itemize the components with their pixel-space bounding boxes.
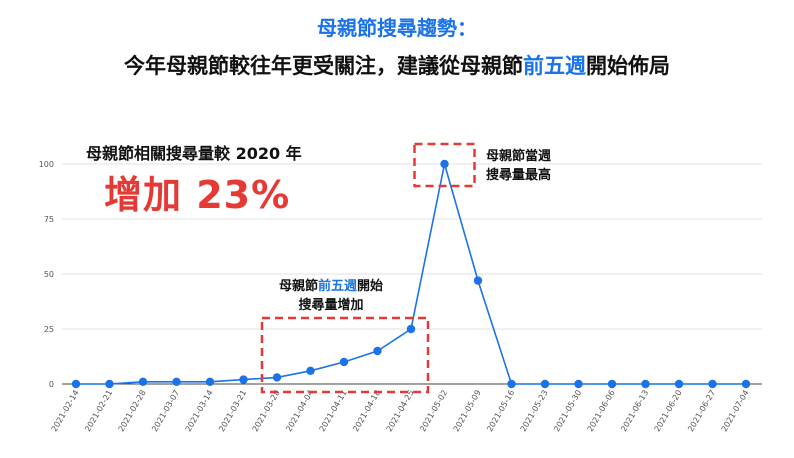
data-point	[205, 377, 215, 386]
data-point	[540, 379, 550, 389]
x-tick-label: 2021-03-14	[184, 389, 215, 434]
x-tick-label: 2021-05-02	[418, 389, 449, 434]
data-point	[172, 377, 181, 386]
chart-subtitle: 今年母親節較往年更受關注，建議從母親節前五週開始佈局	[0, 50, 794, 80]
y-tick-label: 75	[44, 215, 54, 224]
data-point	[406, 324, 416, 334]
peak-annotation-line2: 搜尋量最高	[486, 168, 552, 183]
data-point	[708, 379, 717, 389]
y-tick-label: 0	[49, 380, 54, 389]
rise-annotation-line2: 搜尋量增加	[298, 298, 364, 313]
data-point	[641, 379, 650, 389]
data-point	[440, 159, 449, 169]
y-tick-label: 50	[44, 270, 54, 279]
stat-caption: 母親節相關搜尋量較 2020 年	[86, 144, 302, 163]
x-tick-label: 2021-04-11	[318, 389, 349, 434]
data-point	[71, 379, 81, 389]
x-tick-label: 2021-05-09	[452, 389, 483, 434]
rise-line1-accent: 前五週	[318, 279, 358, 294]
x-tick-label: 2021-05-23	[519, 389, 550, 434]
data-point	[741, 379, 751, 389]
x-tick-label: 2021-02-28	[117, 389, 148, 434]
data-point	[306, 366, 315, 375]
y-tick-label: 100	[39, 160, 54, 169]
x-tick-label: 2021-02-21	[83, 389, 114, 434]
stat-headline: 增加 23%	[104, 173, 291, 217]
data-point	[272, 373, 282, 382]
data-point	[373, 346, 382, 356]
x-tick-label: 2021-07-04	[720, 389, 751, 434]
peak-annotation-line1: 母親節當週	[486, 149, 552, 164]
rise-annotation: 母親節前五週開始 搜尋量增加	[279, 277, 383, 315]
peak-annotation: 母親節當週 搜尋量最高	[486, 147, 551, 185]
x-tick-label: 2021-04-04	[284, 389, 315, 434]
rise-line1-prefix: 母親節	[279, 279, 319, 294]
x-tick-label: 2021-05-30	[552, 389, 583, 434]
data-point	[574, 379, 583, 389]
x-tick-label: 2021-05-16	[485, 389, 516, 434]
data-point	[674, 379, 684, 389]
data-point	[607, 379, 617, 389]
x-tick-label: 2021-02-14	[50, 389, 81, 434]
x-tick-label: 2021-04-25	[385, 389, 416, 434]
rise-annotation-line1: 母親節前五週開始	[279, 277, 383, 296]
data-point	[105, 379, 114, 389]
x-tick-label: 2021-06-13	[619, 389, 650, 434]
data-point	[239, 375, 248, 384]
x-tick-label: 2021-06-20	[653, 389, 684, 434]
subtitle-suffix: 開始佈局	[586, 54, 670, 78]
y-tick-label: 25	[44, 325, 54, 334]
x-tick-label: 2021-03-28	[251, 389, 282, 434]
peak-highlight-box	[413, 142, 476, 188]
x-tick-label: 2021-06-06	[586, 389, 617, 434]
data-point	[473, 276, 483, 285]
data-point	[507, 379, 516, 389]
x-tick-label: 2021-04-18	[351, 389, 382, 434]
data-point	[339, 357, 349, 367]
x-tick-label: 2021-03-07	[150, 389, 181, 434]
subtitle-accent: 前五週	[523, 54, 586, 78]
data-point	[138, 377, 148, 386]
chart-title: 母親節搜尋趨勢：	[317, 16, 477, 40]
x-tick-label: 2021-06-27	[686, 389, 717, 434]
x-tick-label: 2021-03-21	[217, 389, 248, 434]
rise-line1-suffix: 開始	[357, 279, 384, 294]
rise-highlight-box	[260, 316, 430, 394]
subtitle-prefix: 今年母親節較往年更受關注，建議從母親節	[124, 54, 523, 78]
